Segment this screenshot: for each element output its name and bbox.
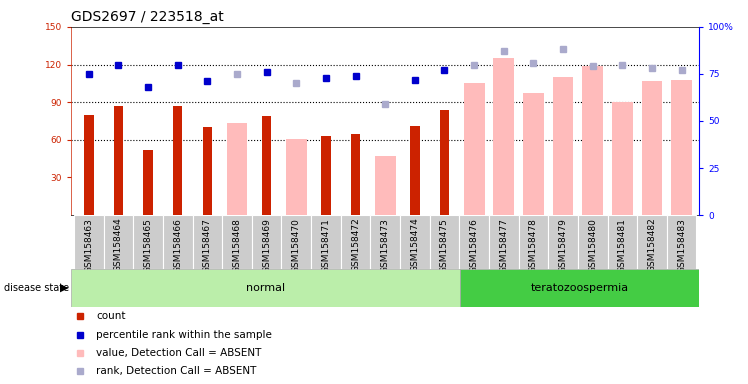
Text: GSM158475: GSM158475 [440,218,449,273]
Text: GSM158481: GSM158481 [618,218,627,273]
Bar [459,215,489,269]
Text: GSM158474: GSM158474 [411,218,420,273]
Text: GSM158476: GSM158476 [470,218,479,273]
Text: rank, Detection Call = ABSENT: rank, Detection Call = ABSENT [96,366,257,376]
Text: normal: normal [246,283,285,293]
Bar [548,215,578,269]
Text: GDS2697 / 223518_at: GDS2697 / 223518_at [71,10,224,25]
Text: count: count [96,311,126,321]
Bar [637,215,666,269]
Bar [203,127,212,215]
Text: disease state: disease state [4,283,69,293]
Bar [671,79,692,215]
Bar [440,110,449,215]
Bar [460,269,699,307]
Bar [281,215,311,269]
Bar [489,215,518,269]
Bar [582,66,603,215]
Bar [375,156,396,215]
Bar [114,106,123,215]
Bar [578,215,607,269]
Text: GSM158468: GSM158468 [233,218,242,273]
Bar [71,269,460,307]
Text: teratozoospermia: teratozoospermia [530,283,629,293]
Bar [133,215,163,269]
Bar [464,83,485,215]
Bar [612,102,633,215]
Bar [144,150,153,215]
Bar [322,136,331,215]
Bar [192,215,222,269]
Text: GSM158464: GSM158464 [114,218,123,273]
Bar [351,134,361,215]
Bar [286,139,307,215]
Text: GSM158477: GSM158477 [499,218,509,273]
Bar [173,106,183,215]
Text: GSM158480: GSM158480 [588,218,597,273]
Bar [104,215,133,269]
Bar [341,215,370,269]
Bar [410,126,420,215]
Bar [523,93,544,215]
Text: GSM158483: GSM158483 [677,218,686,273]
Bar [311,215,341,269]
Text: GSM158472: GSM158472 [351,218,360,273]
Text: value, Detection Call = ABSENT: value, Detection Call = ABSENT [96,348,262,358]
Bar [252,215,281,269]
Text: GSM158473: GSM158473 [381,218,390,273]
Text: GSM158463: GSM158463 [85,218,94,273]
Bar [163,215,192,269]
Bar [518,215,548,269]
Bar [262,116,272,215]
Bar [74,215,104,269]
Bar [553,77,574,215]
Bar [642,81,662,215]
Text: GSM158479: GSM158479 [559,218,568,273]
Text: GSM158478: GSM158478 [529,218,538,273]
Text: GSM158466: GSM158466 [174,218,183,273]
Bar [400,215,429,269]
Bar [222,215,252,269]
Bar [666,215,696,269]
Text: GSM158469: GSM158469 [262,218,272,273]
Text: GSM158467: GSM158467 [203,218,212,273]
Bar [607,215,637,269]
Text: GSM158471: GSM158471 [322,218,331,273]
Bar [429,215,459,269]
Text: GSM158482: GSM158482 [648,218,657,273]
Bar [227,124,248,215]
Text: GSM158465: GSM158465 [144,218,153,273]
Bar [85,115,94,215]
Text: GSM158470: GSM158470 [292,218,301,273]
Bar [370,215,400,269]
Text: percentile rank within the sample: percentile rank within the sample [96,329,272,339]
Bar [494,58,514,215]
Text: ▶: ▶ [60,283,68,293]
